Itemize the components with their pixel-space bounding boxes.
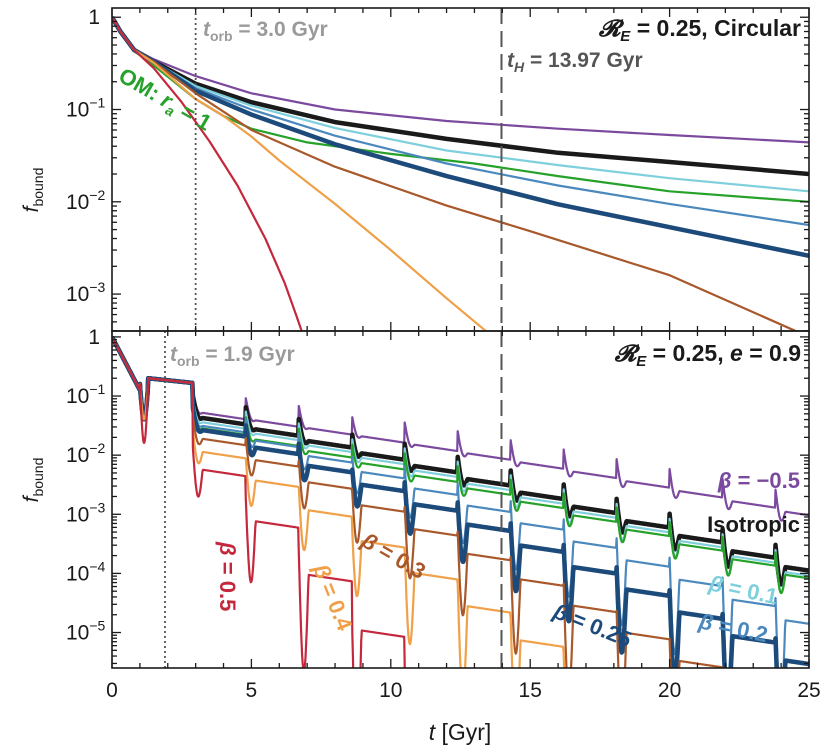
top-ytick-label: 10−3 bbox=[66, 279, 106, 306]
bottom-panel: 1 10−1 10−2 10−3 10−4 10−5 0 5 10 15 20 25 torb = … bbox=[20, 326, 821, 702]
bottom-series-0-25 bbox=[112, 335, 809, 668]
x-tick-label: 10 bbox=[379, 679, 402, 702]
bottom-torb-label: torb = 1.9 Gyr bbox=[170, 343, 295, 369]
top-y-axis-label: fbound bbox=[20, 168, 46, 213]
x-tick-label: 5 bbox=[246, 679, 258, 702]
bottom-series-0-5 bbox=[112, 336, 406, 668]
label-beta-0-4: β = 0.4 bbox=[308, 560, 358, 635]
bottom-ytick-label: 10−4 bbox=[66, 558, 106, 585]
bottom-ytick-label: 10−3 bbox=[66, 499, 106, 526]
x-tick-label: 15 bbox=[519, 679, 542, 702]
x-axis-label: t [Gyr] bbox=[429, 719, 492, 745]
label-beta-0-3: β = 0.3 bbox=[357, 527, 430, 584]
top-th-label: tH = 13.97 Gyr bbox=[507, 49, 643, 75]
top-series-0-3 bbox=[112, 16, 796, 331]
bottom-y-axis-label: fbound bbox=[20, 458, 46, 503]
top-series-0-5 bbox=[112, 16, 303, 331]
bottom-series-0-4 bbox=[112, 336, 566, 668]
label-beta-0-1: β = 0.1 bbox=[706, 570, 780, 609]
bottom-panel-frame bbox=[111, 330, 810, 669]
bottom-y-ticks: 1 10−1 10−2 10−3 10−4 10−5 bbox=[66, 326, 809, 665]
top-y-ticks: 1 10−1 10−2 10−3 bbox=[66, 6, 809, 332]
bottom-series-0-5 bbox=[112, 336, 809, 522]
label-beta-0-25: β = 0.25 bbox=[549, 598, 635, 652]
top-series-om-ra-1 bbox=[112, 16, 809, 203]
bottom-ytick-label: 10−1 bbox=[66, 381, 106, 408]
top-panel-title: 𝓡E = 0.25, Circular bbox=[598, 15, 801, 45]
x-tick-label: 20 bbox=[658, 679, 681, 702]
top-panel: 1 10−1 10−2 10−3 torb = 3.0 Gyr tH = 13.97 … bbox=[20, 6, 810, 332]
bottom-series-group bbox=[112, 335, 809, 668]
bottom-ytick-label: 10−5 bbox=[66, 618, 106, 645]
label-beta-minus-0-5: β = −0.5 bbox=[717, 468, 800, 493]
label-isotropic: Isotropic bbox=[707, 512, 800, 537]
top-ytick-label: 10−2 bbox=[66, 187, 106, 214]
top-panel-frame bbox=[111, 7, 810, 332]
top-ytick-label: 1 bbox=[88, 6, 100, 29]
x-tick-label: 0 bbox=[106, 679, 118, 702]
top-ytick-label: 10−1 bbox=[66, 95, 106, 122]
top-torb-label: torb = 3.0 Gyr bbox=[203, 18, 328, 44]
bottom-ytick-label: 1 bbox=[88, 326, 100, 349]
top-series-group bbox=[112, 16, 809, 331]
x-tick-label: 25 bbox=[797, 679, 820, 702]
top-x-ticks bbox=[111, 8, 810, 331]
bottom-panel-title: 𝓡E = 0.25, e = 0.9 bbox=[614, 340, 801, 370]
bottom-ytick-label: 10−2 bbox=[66, 440, 106, 467]
label-beta-0-5: β = 0.5 bbox=[215, 541, 240, 611]
bottom-series-0-3 bbox=[112, 336, 724, 668]
bottom-x-ticks: 0 5 10 15 20 25 bbox=[106, 331, 821, 702]
